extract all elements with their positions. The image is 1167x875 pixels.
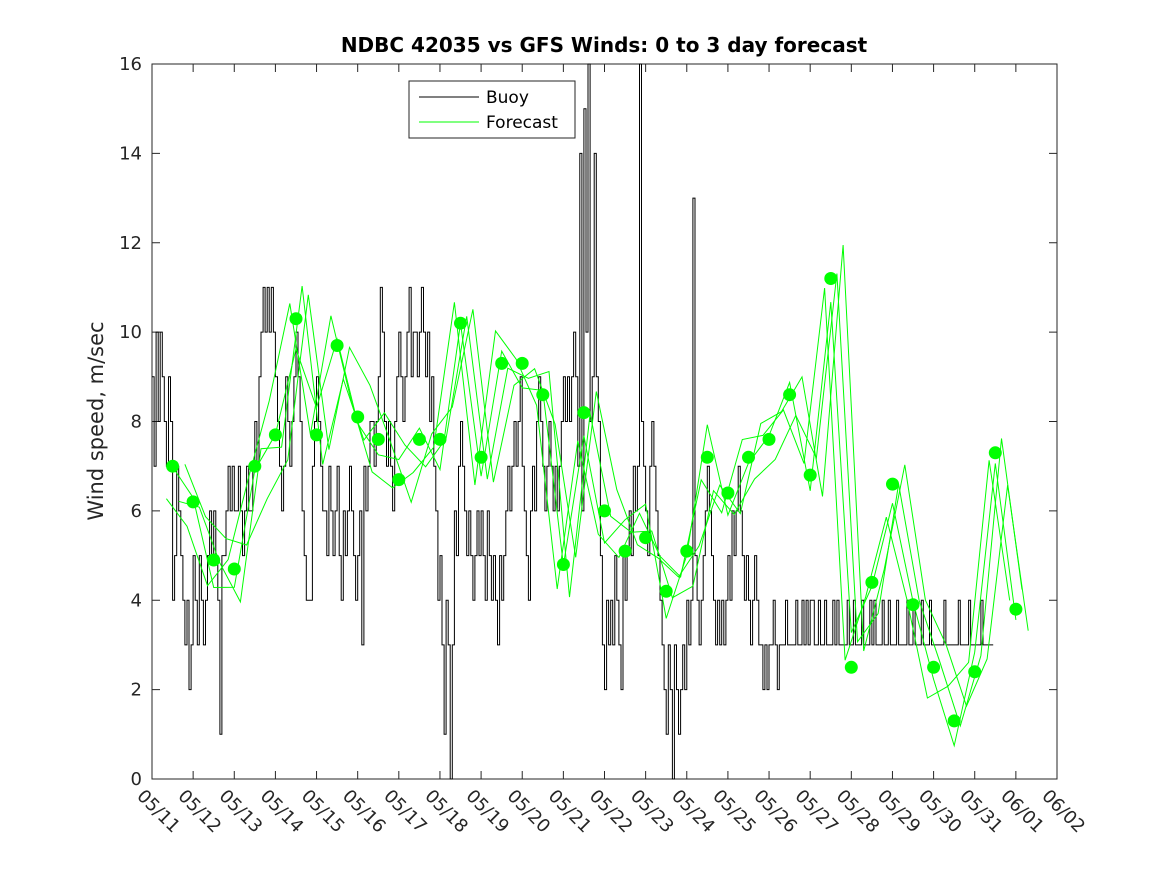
forecast-point — [968, 665, 982, 679]
forecast-point — [577, 406, 591, 420]
forecast-point — [865, 575, 879, 589]
forecast-point — [700, 450, 714, 464]
legend-label-buoy: Buoy — [486, 88, 529, 108]
forecast-point — [248, 459, 262, 473]
forecast-point — [166, 459, 180, 473]
x-tick-label: 05/29 — [873, 786, 925, 838]
forecast-point — [598, 504, 611, 518]
x-tick-label: 05/14 — [256, 786, 308, 838]
x-tick-label: 05/13 — [215, 786, 267, 838]
forecast-point — [289, 312, 303, 326]
legend-label-forecast: Forecast — [486, 113, 558, 133]
y-tick-label: 0 — [131, 769, 142, 790]
y-tick-label: 12 — [119, 233, 142, 254]
forecast-point — [556, 558, 570, 571]
forecast-point — [536, 388, 550, 402]
x-tick-label: 05/16 — [338, 786, 390, 838]
legend-box — [408, 80, 576, 139]
x-tick-label: 06/01 — [996, 786, 1048, 838]
forecast-point — [988, 446, 1002, 460]
forecast-point — [803, 468, 817, 482]
forecast-point — [412, 432, 426, 446]
chart-title: NDBC 42035 vs GFS Winds: 0 to 3 day fore… — [341, 33, 868, 57]
x-tick-label: 05/28 — [832, 786, 884, 838]
forecast-point — [906, 598, 920, 612]
forecast-point — [207, 553, 221, 567]
forecast-point — [783, 388, 797, 402]
forecast-point — [268, 428, 282, 442]
x-tick-label: 05/26 — [750, 786, 802, 838]
forecast-point — [330, 339, 344, 352]
y-tick-label: 16 — [119, 54, 142, 75]
x-tick-label: 06/02 — [1037, 786, 1089, 838]
buoy-line — [152, 63, 994, 780]
y-axis: 0 2 4 6 8 10 12 14 16 — [119, 54, 1057, 790]
forecast-point — [762, 432, 776, 446]
forecast-point — [824, 272, 838, 285]
forecast-point — [947, 714, 961, 728]
y-tick-label: 14 — [119, 143, 142, 164]
forecast-point — [659, 584, 673, 598]
forecast-line — [184, 244, 1029, 708]
y-tick-label: 2 — [131, 680, 142, 701]
forecast-point — [433, 432, 447, 446]
forecast-point — [927, 660, 941, 674]
y-tick-label: 8 — [131, 412, 142, 433]
x-tick-label: 05/22 — [585, 786, 637, 838]
forecast-point — [618, 544, 632, 558]
y-tick-label: 4 — [131, 590, 142, 611]
forecast-point — [392, 473, 406, 487]
forecast-point — [721, 486, 735, 500]
forecast-points — [166, 272, 1023, 728]
x-tick-label: 05/19 — [462, 786, 514, 838]
forecast-point — [186, 495, 200, 509]
x-tick-label: 05/18 — [420, 786, 472, 838]
x-tick-label: 05/25 — [708, 786, 760, 838]
legend: Buoy Forecast — [408, 80, 576, 139]
forecast-point — [515, 356, 529, 370]
x-tick-label: 05/27 — [791, 786, 843, 838]
x-tick-label: 05/12 — [174, 786, 226, 838]
x-tick-label: 05/21 — [544, 786, 596, 838]
forecast-point — [886, 477, 899, 491]
y-axis-label: Wind speed, m/sec — [84, 321, 108, 520]
x-tick-label: 05/30 — [914, 786, 966, 838]
y-tick-label: 10 — [119, 322, 142, 343]
series-buoy — [152, 63, 994, 780]
x-tick-label: 05/31 — [955, 786, 1007, 838]
forecast-point — [454, 316, 467, 330]
x-tick-label: 05/24 — [667, 786, 719, 838]
forecast-point — [1009, 602, 1023, 616]
forecast-point — [474, 450, 488, 464]
forecast-point — [371, 432, 385, 446]
x-tick-label: 05/17 — [379, 786, 431, 838]
forecast-point — [495, 356, 509, 370]
x-tick-label: 05/11 — [132, 786, 184, 838]
forecast-line — [172, 302, 1017, 748]
forecast-point — [844, 660, 858, 674]
x-tick-label: 05/23 — [626, 786, 678, 838]
forecast-point — [680, 544, 694, 558]
forecast-point — [310, 428, 323, 442]
y-tick-label: 6 — [131, 501, 142, 522]
forecast-point — [639, 531, 653, 545]
forecast-point — [227, 562, 241, 576]
x-tick-label: 05/20 — [503, 786, 555, 838]
x-tick-label: 05/15 — [297, 786, 349, 838]
forecast-point — [742, 450, 755, 464]
forecast-point — [351, 410, 365, 424]
